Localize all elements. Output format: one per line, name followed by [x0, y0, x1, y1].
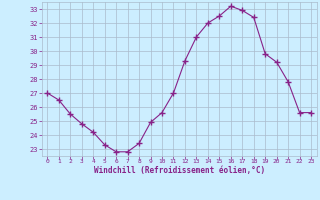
X-axis label: Windchill (Refroidissement éolien,°C): Windchill (Refroidissement éolien,°C)	[94, 166, 265, 175]
